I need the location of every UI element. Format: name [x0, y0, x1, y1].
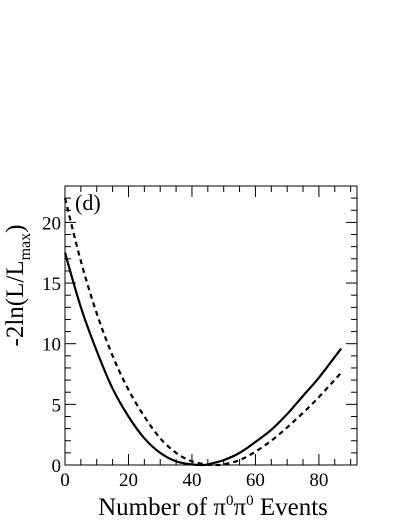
panel-label: (d): [75, 190, 101, 215]
series-line-solid: [63, 252, 343, 467]
y-tick-label: 15: [42, 274, 61, 295]
x-tick-label: 80: [309, 470, 328, 491]
y-tick-label: 0: [52, 456, 62, 477]
series-layer: [63, 197, 343, 467]
x-title-sup-2: 0: [246, 493, 254, 509]
y-title-sub: max: [17, 233, 34, 261]
x-axis-title: Number of π0π0 Events: [98, 493, 328, 521]
y-tick-label: 20: [42, 213, 61, 234]
x-title-sup-1: 0: [226, 493, 234, 509]
y-axis-ticks: 0 5 10 15 20: [42, 185, 357, 477]
x-title-pi-1: π: [213, 494, 226, 521]
y-title-prefix: -2ln(L/L: [2, 260, 29, 346]
series-line-dashed: [63, 197, 342, 467]
x-tick-label: 40: [182, 470, 201, 491]
x-title-pi-2: π: [233, 494, 246, 521]
y-tick-label: 5: [52, 395, 62, 416]
x-title-suffix: Events: [254, 494, 328, 521]
y-axis-title: -2ln(L/Lmax): [2, 225, 34, 347]
y-title-suffix: ): [2, 225, 29, 233]
x-tick-label: 20: [119, 470, 138, 491]
plot-frame: [64, 185, 358, 466]
x-title-prefix: Number of: [98, 494, 213, 521]
x-tick-label: 0: [60, 470, 70, 491]
x-tick-label: 60: [246, 470, 265, 491]
x-axis-ticks: 0 20 40 60 80: [60, 186, 352, 491]
y-tick-label: 10: [42, 335, 61, 356]
